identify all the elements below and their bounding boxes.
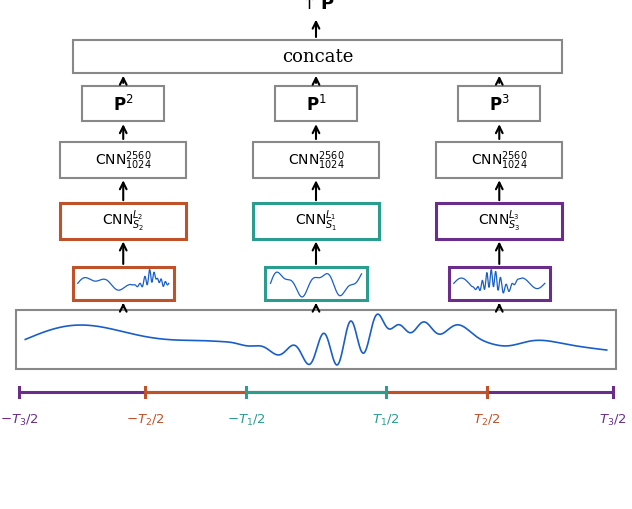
Bar bbox=[458, 87, 540, 122]
Text: $\mathrm{CNN}_{1024}^{2560}$: $\mathrm{CNN}_{1024}^{2560}$ bbox=[471, 149, 528, 172]
Text: $\mathbf{P}^1$: $\mathbf{P}^1$ bbox=[306, 94, 326, 115]
Bar bbox=[253, 143, 379, 178]
Text: $-T_3/2$: $-T_3/2$ bbox=[0, 412, 38, 428]
Bar bbox=[60, 143, 186, 178]
Bar bbox=[265, 267, 367, 300]
Text: $\mathrm{CNN}_{S_2}^{L_2}$: $\mathrm{CNN}_{S_2}^{L_2}$ bbox=[102, 209, 144, 234]
Bar bbox=[16, 310, 616, 369]
Bar bbox=[73, 41, 562, 74]
Bar bbox=[253, 204, 379, 239]
Text: $T_3/2$: $T_3/2$ bbox=[599, 412, 627, 428]
Bar bbox=[436, 204, 562, 239]
Bar bbox=[82, 87, 164, 122]
Text: $\mathbf{P}^2$: $\mathbf{P}^2$ bbox=[113, 94, 133, 115]
Text: $\uparrow\mathbf{P}$: $\uparrow\mathbf{P}$ bbox=[298, 0, 334, 13]
Bar bbox=[449, 267, 550, 300]
Text: $T_2/2$: $T_2/2$ bbox=[473, 412, 501, 428]
Text: $\mathrm{CNN}_{S_1}^{L_1}$: $\mathrm{CNN}_{S_1}^{L_1}$ bbox=[295, 209, 337, 234]
Text: $-T_1/2$: $-T_1/2$ bbox=[228, 412, 265, 428]
Text: $\mathrm{CNN}_{1024}^{2560}$: $\mathrm{CNN}_{1024}^{2560}$ bbox=[95, 149, 152, 172]
Bar bbox=[436, 143, 562, 178]
Text: $\mathrm{CNN}_{1024}^{2560}$: $\mathrm{CNN}_{1024}^{2560}$ bbox=[288, 149, 344, 172]
Text: $\mathrm{CNN}_{S_3}^{L_3}$: $\mathrm{CNN}_{S_3}^{L_3}$ bbox=[478, 209, 521, 234]
Bar bbox=[73, 267, 174, 300]
Text: $T_1/2$: $T_1/2$ bbox=[372, 412, 399, 428]
Bar bbox=[60, 204, 186, 239]
Bar bbox=[275, 87, 357, 122]
Text: $\mathbf{P}^3$: $\mathbf{P}^3$ bbox=[489, 94, 509, 115]
Text: concate: concate bbox=[282, 48, 353, 66]
Text: $-T_2/2$: $-T_2/2$ bbox=[126, 412, 164, 428]
